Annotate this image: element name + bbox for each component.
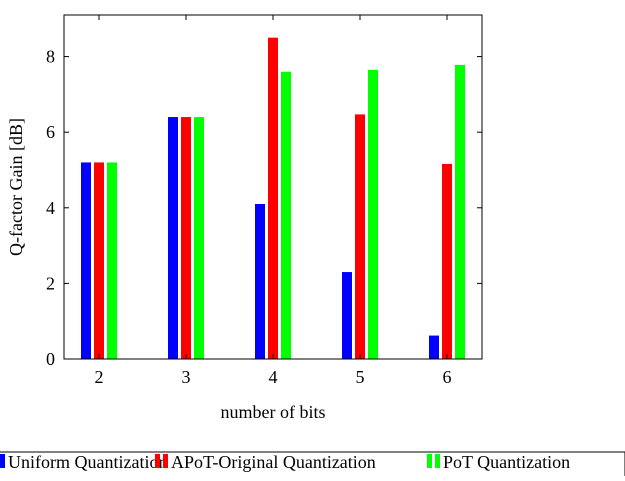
legend-swatch	[427, 454, 432, 468]
bar-3-3	[194, 117, 204, 359]
bar-1-6	[429, 335, 439, 359]
bar-2-6	[442, 163, 452, 359]
bar-3-4	[281, 71, 291, 359]
x-tick-label: 4	[269, 367, 278, 387]
x-axis-label: number of bits	[221, 402, 326, 422]
bar-3-6	[455, 64, 465, 360]
y-tick-label: 4	[46, 198, 55, 218]
bar-2-4	[268, 37, 278, 359]
bar-1-4	[255, 204, 265, 359]
x-tick-label: 2	[95, 367, 104, 387]
bar-2-3	[181, 117, 191, 359]
bar-3-2	[107, 162, 117, 359]
bar-1-5	[342, 272, 352, 359]
legend-swatch	[155, 454, 160, 468]
x-tick-label: 6	[443, 367, 452, 387]
legend: Uniform Quantization APoT-Original Quanti…	[0, 451, 625, 481]
y-tick-label: 0	[46, 349, 55, 369]
bar-1-2	[81, 162, 91, 359]
y-tick-label: 6	[46, 122, 55, 142]
legend-swatch	[0, 454, 5, 468]
legend-label: APoT-Original Quantization	[171, 452, 376, 472]
legend-swatch	[163, 454, 168, 468]
bar-1-3	[168, 117, 178, 359]
bar-2-2	[94, 162, 104, 359]
legend-swatch	[435, 454, 440, 468]
axis-ticks: 2 3 4 5 6 0 2 4 6 8	[46, 15, 482, 387]
y-tick-label: 8	[46, 47, 55, 67]
legend-label: PoT Quantization	[443, 452, 570, 472]
x-tick-label: 5	[356, 367, 365, 387]
bars	[81, 37, 465, 360]
y-axis-label: Q-factor Gain [dB]	[6, 118, 26, 256]
bar-2-5	[355, 114, 365, 360]
x-tick-label: 3	[182, 367, 191, 387]
bar-3-5	[368, 69, 378, 360]
y-tick-label: 2	[46, 273, 55, 293]
legend-label: Uniform Quantization	[8, 452, 167, 472]
